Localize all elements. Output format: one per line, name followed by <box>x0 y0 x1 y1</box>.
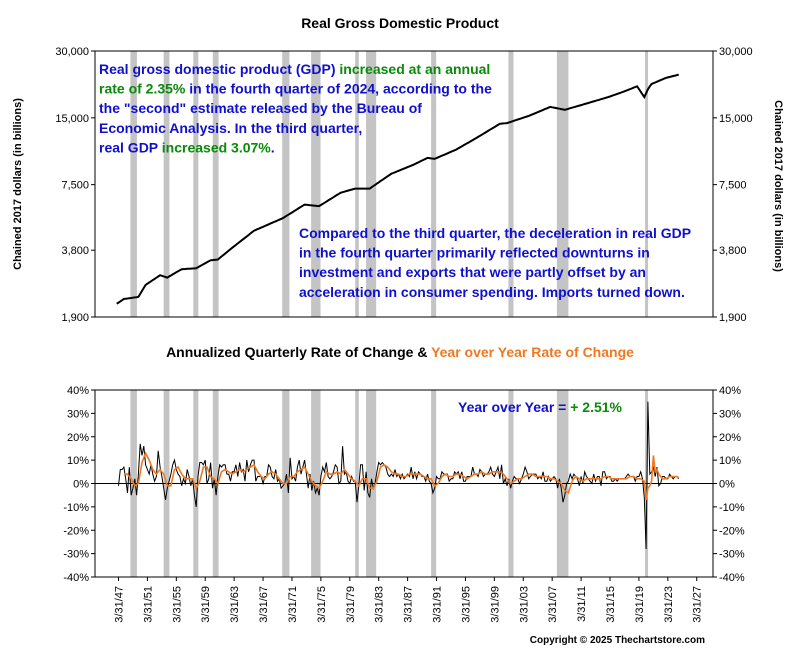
top-ylabel-right: Chained 2017 dollars (in billions) <box>772 100 784 272</box>
annotation-0-line-2-part-0: the "second" estimate released by the Bu… <box>99 100 422 116</box>
annotation-0-line-4-part-2: . <box>271 139 275 155</box>
xtick-label-6: 3/31/71 <box>287 586 299 623</box>
xtick-label-14: 3/31/03 <box>518 586 530 623</box>
annotation-0-line-1: rate of 2.35% in the fourth quarter of 2… <box>99 81 492 97</box>
yoy-annotation-part-1: + 2.51% <box>570 399 622 415</box>
annotation-1-line-3: acceleration in consumer spending. Impor… <box>299 284 685 300</box>
bottom-ytick-label-left-7: -30% <box>63 549 89 561</box>
annotation-0-line-0-part-0: Real gross domestic product (GDP) <box>99 61 339 77</box>
bottom-chart-title: Annualized Quarterly Rate of Change & Ye… <box>166 344 634 360</box>
recession-band-top-1 <box>163 51 170 317</box>
bottom-ytick-label-right-2: 20% <box>719 432 741 444</box>
yoy-annotation: Year over Year = + 2.51% <box>458 399 623 415</box>
recession-band-top-10 <box>556 51 569 317</box>
bottom-ytick-label-right-1: 30% <box>719 408 741 420</box>
annotation-0-line-3: Economic Analysis. In the third quarter, <box>99 120 362 136</box>
annotation-0-line-4-part-0: real GDP <box>99 139 162 155</box>
xtick-label-9: 3/31/83 <box>374 586 386 623</box>
recession-band-top-6 <box>355 51 359 317</box>
annotation-1-line-0: Compared to the third quarter, the decel… <box>299 225 691 241</box>
xtick-label-20: 3/31/27 <box>692 586 704 623</box>
annotation-0-line-4: real GDP increased 3.07%. <box>99 139 275 155</box>
xtick-label-19: 3/31/23 <box>663 586 675 623</box>
xtick-label-10: 3/31/87 <box>403 586 415 623</box>
top-ytick-label-right-3: 3,800 <box>719 245 747 257</box>
top-ytick-label-left-4: 1,900 <box>61 312 89 324</box>
annotation-0-line-2: the "second" estimate released by the Bu… <box>99 100 422 116</box>
bottom-title-part-1: Year over Year Rate of Change <box>431 344 634 360</box>
bottom-ytick-label-left-5: -10% <box>63 502 89 514</box>
annotation-1-line-2-part-0: investment and exports that were partly … <box>299 264 646 280</box>
bottom-ytick-label-right-3: 10% <box>719 455 741 467</box>
top-ytick-label-left-2: 7,500 <box>61 180 89 192</box>
recession-band-top-3 <box>212 51 219 317</box>
recession-band-top-0 <box>130 51 137 317</box>
annotation-1-line-2: investment and exports that were partly … <box>299 264 646 280</box>
top-plot-frame <box>94 50 714 318</box>
recession-band-top-2 <box>193 51 199 317</box>
top-chart-title: Real Gross Domestic Product <box>301 15 499 31</box>
bottom-ytick-label-right-5: -10% <box>719 502 745 514</box>
xtick-label-3: 3/31/59 <box>200 586 212 623</box>
annotation-0-line-1-part-1: in the fourth quarter of 2024, according… <box>185 81 492 97</box>
top-ytick-label-left-1: 15,000 <box>55 113 89 125</box>
annotation-1-line-1: in the fourth quarter primarily reflecte… <box>299 245 650 261</box>
annotation-0-line-1-part-0: rate of 2.35% <box>99 81 186 97</box>
annotation-0-line-3-part-0: Economic Analysis. In the third quarter, <box>99 120 362 136</box>
bottom-ytick-label-left-1: 30% <box>67 408 89 420</box>
bottom-ytick-label-left-4: 0% <box>73 479 89 491</box>
xtick-label-4: 3/31/63 <box>229 586 241 623</box>
gdp-level-line <box>116 73 679 305</box>
top-ytick-label-left-3: 3,800 <box>61 245 89 257</box>
xtick-label-7: 3/31/75 <box>316 586 328 623</box>
annotation-0-line-4-part-1: increased 3.07% <box>162 139 272 155</box>
xtick-label-11: 3/31/91 <box>432 586 444 623</box>
recession-band-top-8 <box>431 51 437 317</box>
bottom-ytick-label-right-0: 40% <box>719 385 741 397</box>
annotation-1-line-3-part-0: acceleration in consumer spending. Impor… <box>299 284 685 300</box>
annotation-1-line-1-part-0: in the fourth quarter primarily reflecte… <box>299 245 650 261</box>
yoy-rate-line <box>123 451 680 501</box>
xtick-label-16: 3/31/11 <box>576 586 588 622</box>
yoy-annotation-part-0: Year over Year = <box>458 399 570 415</box>
xtick-label-2: 3/31/55 <box>171 586 183 623</box>
top-ylabel-left: Chained 2017 dollars (in billions) <box>12 98 24 270</box>
xtick-label-12: 3/31/95 <box>460 586 472 623</box>
recession-band-top-9 <box>508 51 514 317</box>
xtick-label-8: 3/31/79 <box>345 586 357 623</box>
recession-band-top-5 <box>311 51 321 317</box>
xtick-label-15: 3/31/07 <box>547 586 559 623</box>
annotation-1-line-0-part-0: Compared to the third quarter, the decel… <box>299 225 691 241</box>
xtick-label-18: 3/31/19 <box>634 586 646 623</box>
bottom-ytick-label-left-2: 20% <box>67 432 89 444</box>
bottom-ytick-label-right-6: -20% <box>719 525 745 537</box>
bottom-ytick-label-left-0: 40% <box>67 385 89 397</box>
bottom-title-part-0: Annualized Quarterly Rate of Change & <box>166 344 431 360</box>
top-ytick-label-left-0: 30,000 <box>55 46 89 58</box>
recession-band-top-4 <box>282 51 290 317</box>
top-ytick-label-right-0: 30,000 <box>719 46 753 58</box>
top-ytick-label-right-4: 1,900 <box>719 312 747 324</box>
top-ytick-label-right-2: 7,500 <box>719 180 747 192</box>
recession-band-top-7 <box>366 51 377 317</box>
annotation-0-line-0: Real gross domestic product (GDP) increa… <box>99 61 490 77</box>
copyright-text: Copyright © 2025 Thechartstore.com <box>530 635 705 646</box>
bottom-ytick-label-right-8: -40% <box>719 572 745 584</box>
xtick-label-13: 3/31/99 <box>489 586 501 623</box>
xtick-label-17: 3/31/15 <box>605 586 617 623</box>
bottom-ytick-label-left-8: -40% <box>63 572 89 584</box>
top-ytick-label-right-1: 15,000 <box>719 113 753 125</box>
annotation-0-line-0-part-1: increased at an annual <box>339 61 490 77</box>
bottom-ytick-label-left-6: -20% <box>63 525 89 537</box>
bottom-ytick-label-right-7: -30% <box>719 549 745 561</box>
bottom-ytick-label-right-4: 0% <box>719 479 735 491</box>
bottom-ytick-label-left-3: 10% <box>67 455 89 467</box>
xtick-label-0: 3/31/47 <box>113 586 125 623</box>
xtick-label-1: 3/31/51 <box>142 586 154 623</box>
xtick-label-5: 3/31/67 <box>258 586 270 623</box>
recession-band-top-11 <box>645 51 649 317</box>
